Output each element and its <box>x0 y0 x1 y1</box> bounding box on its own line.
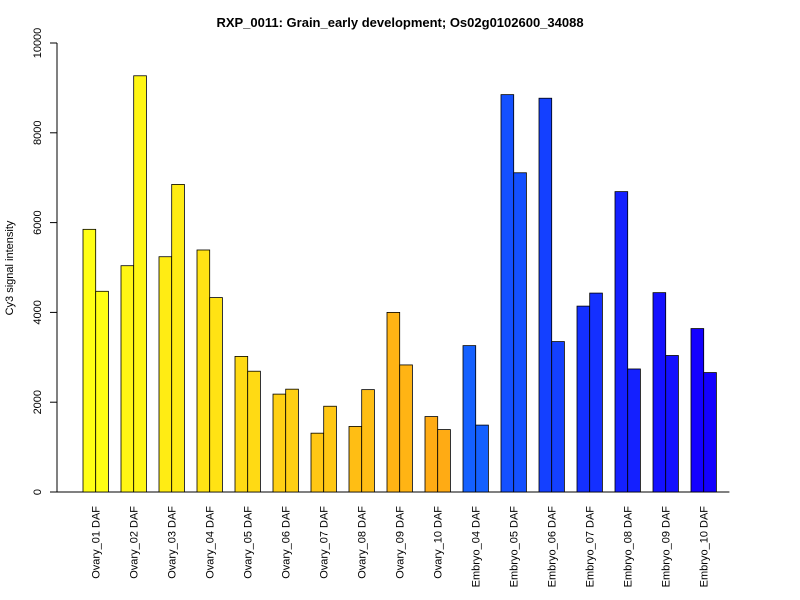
bar-2 <box>399 364 413 493</box>
bar-1 <box>234 356 249 493</box>
bar-2 <box>703 372 717 493</box>
x-tick-label: Embryo_05 DAF <box>509 506 521 588</box>
bar-1 <box>348 426 363 493</box>
y-tick-label: 0 <box>32 489 44 495</box>
x-tick-label: Ovary_07 DAF <box>319 506 331 579</box>
bar-1 <box>158 256 173 493</box>
x-tick-label: Embryo_06 DAF <box>547 506 559 588</box>
bar-2 <box>589 292 603 493</box>
x-tick-label: Embryo_07 DAF <box>585 506 597 588</box>
bar-1 <box>120 265 135 493</box>
x-tick-label: Ovary_09 DAF <box>395 506 407 579</box>
bar-2 <box>627 368 641 493</box>
x-tick-label: Ovary_01 DAF <box>91 506 103 579</box>
x-tick-labels: Ovary_01 DAF Ovary_02 DAF Ovary_03 DAF Ovar… <box>91 506 711 588</box>
bar-2 <box>323 405 337 493</box>
x-tick-label: Ovary_03 DAF <box>167 506 179 579</box>
bar-2 <box>285 388 299 493</box>
bar-2 <box>171 184 185 493</box>
bar-1 <box>196 249 211 493</box>
bar-2 <box>475 424 489 493</box>
y-tick-label: 6000 <box>32 210 44 234</box>
bar-1 <box>386 311 401 493</box>
y-axis-label: Cy3 signal intensity <box>4 220 16 315</box>
bar-2 <box>513 172 527 493</box>
chart-title: RXP_0011: Grain_early development; Os02g… <box>216 15 583 30</box>
bar-1 <box>310 432 325 493</box>
bar-2 <box>665 355 679 493</box>
bar-1 <box>462 345 477 493</box>
bar-2 <box>361 389 375 493</box>
bar-1 <box>652 292 667 493</box>
bars <box>82 75 717 493</box>
y-axis: 0 2000 4000 6000 8000 10000 <box>32 28 58 495</box>
y-tick-label: 8000 <box>32 121 44 145</box>
bar-2 <box>551 341 565 493</box>
y-tick-label: 10000 <box>32 28 44 59</box>
x-tick-label: Ovary_04 DAF <box>205 506 217 579</box>
x-tick-label: Ovary_02 DAF <box>129 506 141 579</box>
bar-1 <box>538 97 553 493</box>
bar-1 <box>690 328 705 493</box>
y-tick-label: 2000 <box>32 390 44 414</box>
bar-1 <box>614 191 629 493</box>
x-tick-label: Ovary_08 DAF <box>357 506 369 579</box>
bar-1 <box>272 393 287 493</box>
x-tick-label: Embryo_09 DAF <box>661 506 673 588</box>
y-tick-label: 4000 <box>32 300 44 324</box>
x-tick-label: Ovary_06 DAF <box>281 506 293 579</box>
x-tick-label: Ovary_05 DAF <box>243 506 255 579</box>
bar-1 <box>576 305 591 493</box>
bar-2 <box>209 297 223 493</box>
x-tick-label: Embryo_08 DAF <box>623 506 635 588</box>
x-tick-label: Ovary_10 DAF <box>433 506 445 579</box>
x-tick-label: Embryo_10 DAF <box>699 506 711 588</box>
bar-2 <box>437 429 451 493</box>
x-tick-label: Embryo_04 DAF <box>471 506 483 588</box>
bar-2 <box>95 290 109 493</box>
bar-1 <box>424 416 439 493</box>
bar-2 <box>247 370 261 493</box>
bar-1 <box>500 94 515 493</box>
bar-2 <box>133 75 147 493</box>
bar-1 <box>82 228 97 493</box>
